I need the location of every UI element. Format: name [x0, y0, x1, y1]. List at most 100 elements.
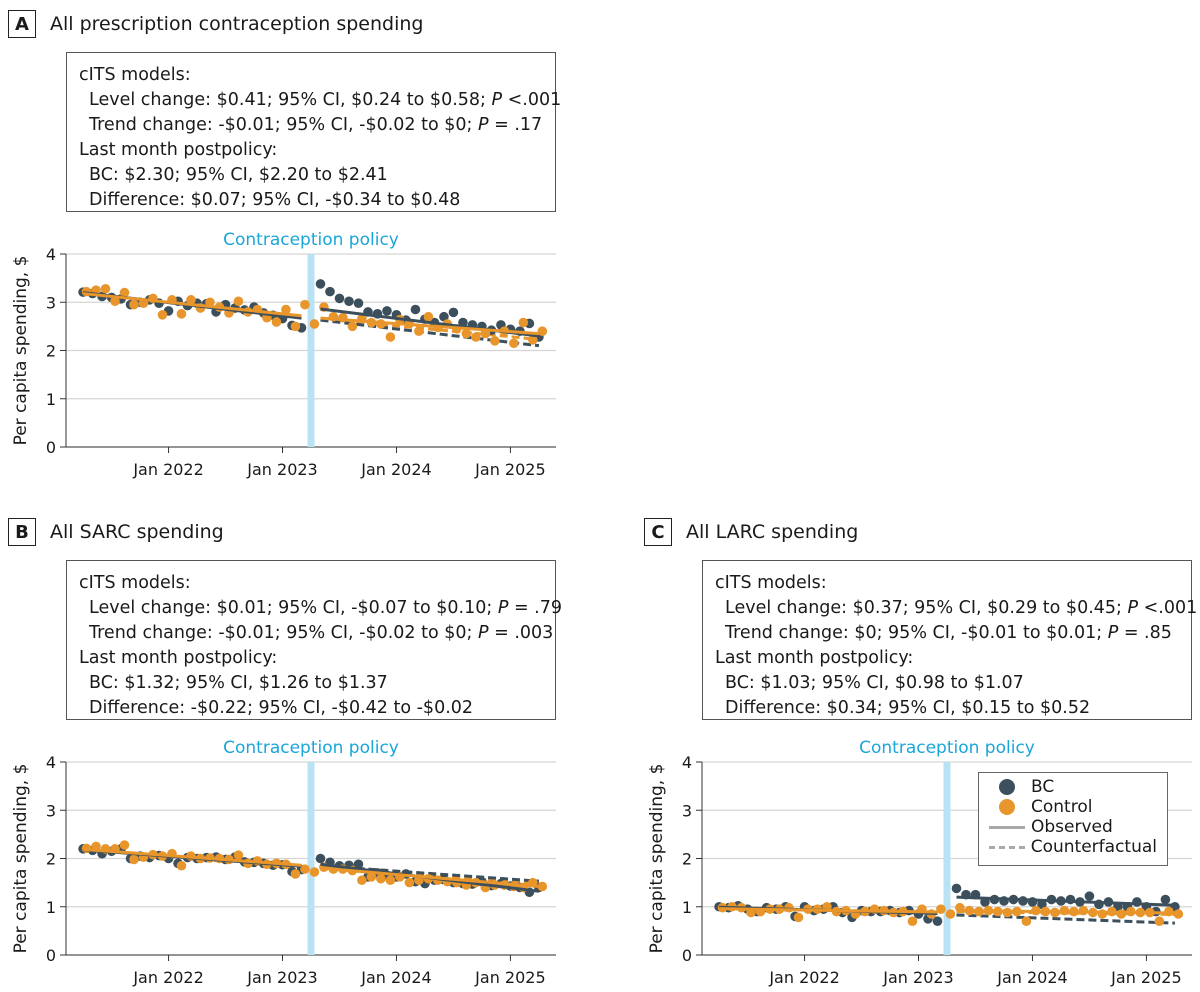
legend-bc-marker [989, 777, 1025, 797]
y-tick-label: 0 [46, 946, 56, 965]
x-tick-label: Jan 2024 [996, 968, 1067, 987]
bc-point [325, 286, 335, 297]
panel-c-header: C All LARC spending [644, 516, 858, 548]
y-tick-label: 2 [682, 850, 692, 869]
bc-point [1084, 891, 1095, 901]
control-point [1097, 909, 1108, 919]
bc-point [410, 304, 421, 315]
control-point [537, 881, 548, 892]
control-point [471, 332, 481, 342]
y-axis-label: Per capita spending, $ [647, 764, 667, 954]
control-point [309, 867, 320, 877]
bc-point [315, 853, 326, 864]
legend-control-label: Control [1031, 797, 1093, 817]
y-tick-label: 2 [46, 342, 56, 361]
control-point [1116, 909, 1127, 919]
control-point [233, 296, 244, 307]
y-tick-label: 3 [46, 293, 56, 312]
y-axis-label: Per capita spending, $ [11, 256, 31, 446]
bc-point [315, 279, 326, 289]
control-point [376, 873, 386, 884]
control-point [945, 909, 956, 919]
control-point [793, 912, 804, 923]
y-tick-label: 4 [46, 753, 56, 772]
control-pre-fit-line [82, 292, 302, 318]
bc-point [344, 296, 354, 307]
panel-a-header: A All prescription contraception spendin… [8, 8, 423, 40]
x-tick-label: Jan 2025 [1110, 968, 1181, 987]
control-point [385, 875, 396, 886]
control-point [518, 317, 529, 328]
control-point [290, 321, 301, 332]
policy-label: Contraception policy [223, 738, 399, 758]
stats-difference: Difference: $0.07; 95% CI, -$0.34 to $0.… [89, 190, 461, 210]
control-point [414, 326, 424, 336]
stats-level-change: Level change: $0.01; 95% CI, -$0.07 to $… [89, 598, 562, 618]
y-tick-label: 3 [46, 801, 56, 820]
stats-difference: Difference: $0.34; 95% CI, $0.15 to $0.5… [725, 698, 1091, 718]
control-point [490, 336, 500, 346]
policy-band [307, 762, 315, 955]
control-point [281, 304, 291, 315]
control-point [176, 309, 187, 319]
stats-bc: BC: $1.03; 95% CI, $0.98 to $1.07 [725, 673, 1024, 693]
y-tick-label: 0 [682, 946, 692, 965]
control-point [509, 338, 519, 349]
panel-b-letter: B [8, 518, 36, 546]
panel-c-chart: 0 1 2 3 4 Jan 2022 Jan 2023 Jan 2024 Jan 2025 Per… [647, 738, 1192, 987]
y-axis-label: Per capita spending, $ [11, 764, 31, 954]
control-point [300, 864, 310, 874]
panel-b-title: All SARC spending [50, 521, 224, 543]
stats-last-month-header: Last month postpolicy: [715, 648, 914, 668]
y-tick-label: 3 [682, 801, 692, 820]
legend-item-observed: Observed [989, 817, 1157, 837]
x-tick-label: Jan 2022 [132, 968, 203, 987]
control-point [110, 296, 120, 307]
x-tick-label: Jan 2022 [132, 460, 203, 479]
control-point [290, 869, 301, 879]
stats-last-month-header: Last month postpolicy: [79, 648, 278, 668]
panel-c-stats-box: cITS models: Level change: $0.37; 95% CI… [702, 560, 1198, 720]
control-point [271, 317, 282, 327]
control-post-fit-line [320, 866, 540, 888]
stats-level-change: Level change: $0.37; 95% CI, $0.29 to $0… [725, 598, 1198, 618]
legend-counterfactual-label: Counterfactual [1030, 837, 1157, 857]
panel-a-letter: A [8, 10, 36, 38]
y-tick-label: 0 [46, 438, 56, 457]
legend-bc-label: BC [1031, 777, 1055, 797]
bc-point [1037, 899, 1047, 910]
y-tick-label: 1 [46, 898, 56, 917]
control-point [205, 297, 215, 308]
control-pre-fit-line [719, 907, 938, 914]
y-tick-label: 2 [46, 850, 56, 869]
panel-a-title: All prescription contraception spending [50, 13, 424, 35]
bc-point [334, 293, 345, 304]
y-tick-label: 1 [682, 898, 692, 917]
control-point [385, 332, 396, 342]
panel-c: C All LARC spending cITS models: Level c… [636, 508, 1198, 988]
control-point [157, 309, 168, 320]
stats-header: cITS models: [79, 65, 191, 85]
x-tick-label: Jan 2024 [360, 968, 431, 987]
stats-difference: Difference: -$0.22; 95% CI, -$0.42 to -$… [89, 698, 474, 718]
stats-bc: BC: $1.32; 95% CI, $1.26 to $1.37 [89, 673, 388, 693]
control-point [300, 299, 310, 310]
panel-b-header: B All SARC spending [8, 516, 224, 548]
control-point [119, 840, 130, 850]
stats-header: cITS models: [79, 573, 191, 593]
bc-point [382, 306, 392, 316]
control-point [309, 319, 320, 329]
bc-point [448, 307, 459, 318]
legend-observed-line [989, 817, 1025, 837]
panel-a-chart: 0 1 2 3 4 Jan 2022 Jan 2023 Jan 2024 Jan 2025 Per… [11, 230, 556, 479]
control-post-fit-line [320, 316, 540, 336]
legend-item-control: Control [989, 797, 1157, 817]
x-tick-label: Jan 2025 [474, 460, 545, 479]
bc-counterfactual-line [956, 913, 1175, 925]
control-point [936, 904, 946, 914]
stats-trend-change: Trend change: -$0.01; 95% CI, -$0.02 to … [89, 115, 543, 135]
panel-a: A All prescription contraception spendin… [0, 0, 561, 480]
panel-b-stats-box: cITS models: Level change: $0.01; 95% CI… [66, 560, 562, 720]
legend-item-bc: BC [989, 777, 1157, 797]
x-tick-label: Jan 2025 [474, 968, 545, 987]
